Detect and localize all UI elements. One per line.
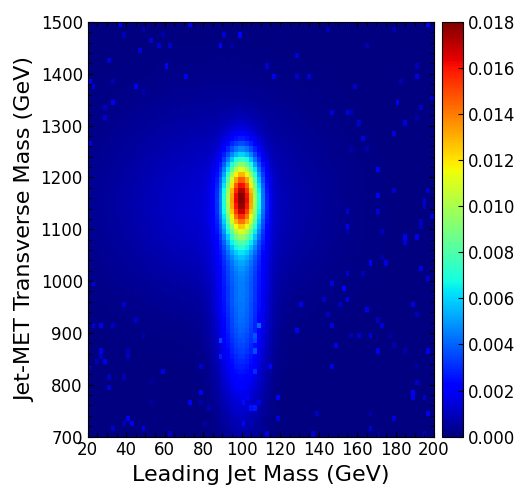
X-axis label: Leading Jet Mass (GeV): Leading Jet Mass (GeV) [132,465,390,485]
Y-axis label: Jet-MET Transverse Mass (GeV): Jet-MET Transverse Mass (GeV) [15,57,35,402]
